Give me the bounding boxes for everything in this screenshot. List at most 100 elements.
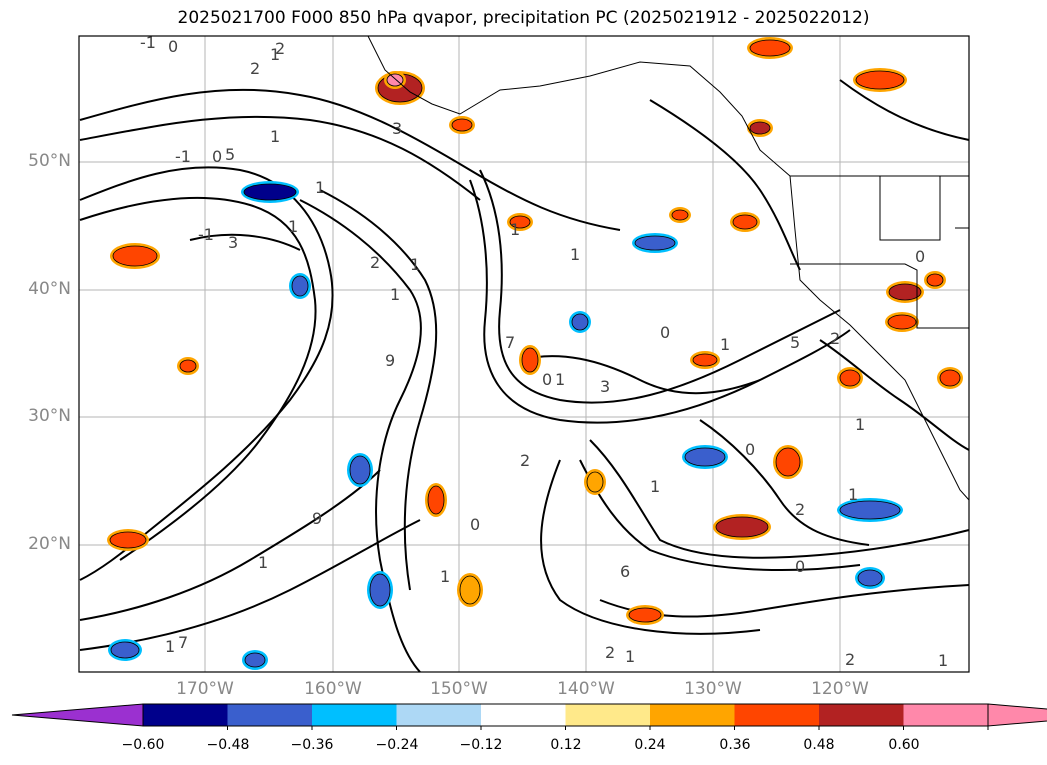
lat-label-30n: 30°N	[28, 406, 71, 426]
qvapor-contour-line	[579, 459, 861, 571]
colorbar-segment	[650, 704, 735, 726]
precip-region	[521, 347, 539, 373]
precip-region	[586, 471, 604, 493]
qvapor-contour-line	[839, 79, 970, 141]
lat-label-40n: 40°N	[28, 279, 71, 299]
qvapor-contour-line	[519, 355, 761, 395]
contour-label: 1	[625, 647, 635, 666]
precip-region	[112, 245, 158, 267]
precip-region	[857, 569, 883, 587]
contour-label: 1	[165, 637, 175, 656]
colorbar-extend-min	[11, 703, 144, 727]
contour-label: 0	[915, 247, 925, 266]
colorbar-tick-label: 0.12	[550, 737, 582, 753]
contour-label: 1	[570, 245, 580, 264]
contour-label: -1	[140, 33, 156, 52]
colorbar-segment	[143, 704, 228, 726]
precip-region	[349, 455, 371, 485]
contour-label: 1	[510, 220, 520, 239]
precip-region	[459, 575, 481, 605]
colorbar-segment	[819, 704, 904, 726]
contour-label: 1	[555, 370, 565, 389]
precip-region	[386, 73, 404, 87]
contour-label: 9	[312, 509, 322, 528]
qvapor-contour-line	[79, 469, 381, 621]
contour-label: 1	[270, 45, 280, 64]
qvapor-contour-line	[79, 166, 334, 581]
precip-region	[692, 353, 718, 367]
precipitation-shading	[107, 37, 963, 670]
qvapor-contour-line	[319, 189, 438, 591]
colorbar-tick-label: 0.36	[719, 737, 751, 753]
contour-label: 1	[720, 335, 730, 354]
lat-label-50n: 50°N	[28, 151, 71, 171]
map-frame	[78, 35, 970, 673]
contour-label: 1	[315, 178, 325, 197]
precip-region	[427, 485, 445, 515]
precip-region	[775, 447, 801, 477]
contour-label: 7	[505, 333, 515, 352]
precip-region	[291, 275, 309, 297]
qvapor-contour-line	[589, 439, 970, 559]
colorbar-tick-label: −0.60	[121, 737, 165, 753]
colorbar-segment	[481, 704, 566, 726]
contour-label: 1	[848, 485, 858, 504]
colorbar-segment	[565, 704, 650, 726]
colorbar-segment	[734, 704, 819, 726]
qvapor-contour-line	[189, 233, 301, 251]
precip-region	[634, 235, 676, 251]
contour-label: 0	[168, 37, 178, 56]
contour-label: 2	[830, 329, 840, 348]
qvapor-contour-line	[79, 88, 621, 231]
colorbar-extend-max	[987, 703, 1047, 727]
colorbar-tick-label: 0.48	[803, 737, 835, 753]
contour-label: 2	[605, 643, 615, 662]
contour-label: 2	[845, 650, 855, 669]
contour-label: 7	[178, 633, 188, 652]
colorbar-segment	[227, 704, 312, 726]
colorbar	[11, 703, 1047, 730]
contour-label: 5	[790, 333, 800, 352]
precip-region	[509, 215, 531, 229]
map-title: 2025021700 F000 850 hPa qvapor, precipit…	[177, 8, 870, 28]
contour-label: 9	[385, 351, 395, 370]
lon-label-140w: 140°W	[557, 679, 615, 699]
precip-region	[571, 313, 589, 331]
contour-label: 2	[520, 451, 530, 470]
colorbar-segment	[396, 704, 481, 726]
qvapor-contour-line	[699, 419, 870, 546]
contour-label: 0	[542, 370, 552, 389]
coastline	[367, 35, 970, 501]
colorbar-tick-label: −0.36	[290, 737, 334, 753]
precip-region	[369, 573, 391, 607]
precip-region	[715, 516, 769, 538]
contour-label: 2	[795, 500, 805, 519]
lon-label-150w: 150°W	[430, 679, 488, 699]
colorbar-tick-label: −0.12	[459, 737, 503, 753]
contour-label: 1	[410, 255, 420, 274]
precip-region	[839, 369, 861, 387]
lat-label-20n: 20°N	[28, 534, 71, 554]
colorbar-tick-label: 0.60	[888, 737, 920, 753]
precip-region	[749, 121, 771, 135]
contour-label: -1	[198, 225, 214, 244]
qvapor-contour-line	[540, 459, 761, 635]
contour-label: 2	[370, 253, 380, 272]
lon-label-160w: 160°W	[304, 679, 362, 699]
precip-region	[451, 118, 473, 132]
qvapor-contour-line	[79, 519, 421, 651]
qvapor-contours	[79, 79, 970, 673]
contour-label: 1	[390, 285, 400, 304]
precip-region	[839, 500, 901, 520]
precip-region	[887, 314, 917, 330]
contour-label: 3	[600, 377, 610, 396]
colorbar-segment	[312, 704, 397, 726]
colorbar-segment	[903, 704, 988, 726]
contour-label: -1	[175, 147, 191, 166]
precip-region	[671, 209, 689, 221]
contour-label: 0	[745, 440, 755, 459]
precip-region	[939, 369, 961, 387]
